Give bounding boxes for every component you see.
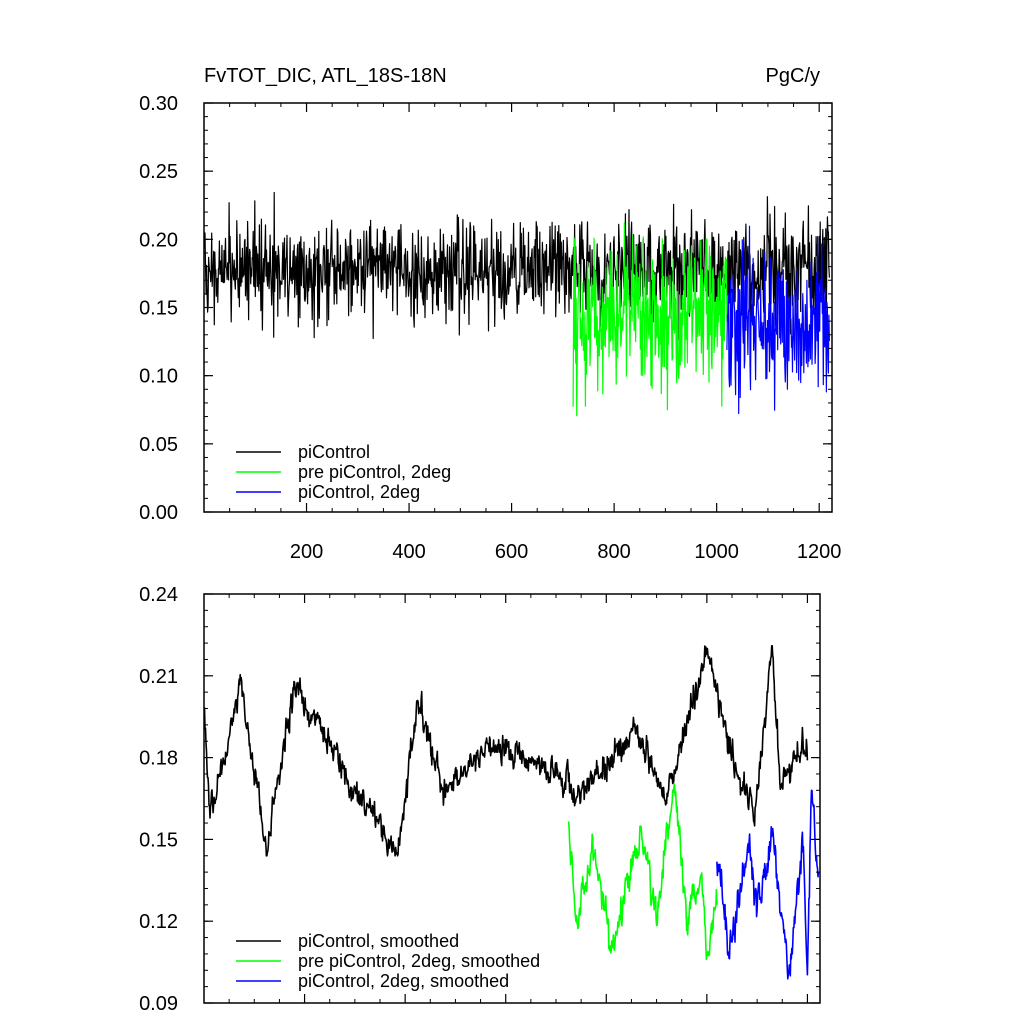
top-panel: 0.00 0.05 0.10 0.15 0.20 0.25 0.30 200 400 600 800… (139, 93, 841, 563)
y-tick-label: 0.10 (139, 366, 178, 388)
x-tick-label: 800 (597, 541, 630, 563)
legend-label-pre-picontrol-2deg: pre piControl, 2deg (298, 462, 451, 482)
series-line-picontrol-2deg-smoothed (716, 789, 820, 980)
legend-label-picontrol-2deg: piControl, 2deg (298, 482, 420, 502)
y-tick-label: 0.12 (139, 911, 178, 933)
bottom-plot-frame (203, 593, 821, 1004)
y-tick-label: 0.24 (139, 584, 178, 606)
units-label: PgC/y (766, 65, 820, 87)
bottom-series-layer (203, 645, 820, 980)
x-tick-label: 1200 (797, 541, 842, 563)
legend-label-pre-picontrol-2deg-smoothed: pre piControl, 2deg, smoothed (298, 951, 540, 971)
top-series-layer (203, 191, 830, 417)
y-tick-label: 0.21 (139, 666, 178, 688)
x-tick-label: 600 (495, 541, 528, 563)
y-tick-label: 0.05 (139, 434, 178, 456)
legend-label-picontrol: piControl (298, 442, 370, 462)
y-tick-label: 0.15 (139, 298, 178, 320)
legend-label-picontrol-2deg-smoothed: piControl, 2deg, smoothed (298, 971, 509, 991)
y-tick-label: 0.00 (139, 502, 178, 524)
bottom-panel: 0.09 0.12 0.15 0.18 0.21 0.24 piControl, smoo… (139, 584, 821, 1015)
y-tick-label: 0.09 (139, 993, 178, 1015)
chart-title: FvTOT_DIC, ATL_18S-18N (204, 65, 447, 87)
series-line-picontrol-2deg (726, 225, 830, 415)
series-line-picontrol-smoothed (203, 645, 809, 857)
series-line-pre-picontrol-2deg (572, 222, 728, 417)
x-tick-label: 200 (290, 541, 323, 563)
y-tick-label: 0.25 (139, 161, 178, 183)
y-tick-label: 0.30 (139, 93, 178, 115)
y-tick-label: 0.18 (139, 748, 178, 770)
x-tick-label: 400 (392, 541, 425, 563)
x-tick-label: 1000 (694, 541, 739, 563)
y-tick-label: 0.20 (139, 229, 178, 251)
legend-label-picontrol-smoothed: piControl, smoothed (298, 931, 459, 951)
top-plot-frame (203, 102, 833, 513)
y-tick-label: 0.15 (139, 829, 178, 851)
bottom-legend: piControl, smoothed pre piControl, 2deg,… (236, 931, 540, 991)
top-legend: piControl pre piControl, 2deg piControl,… (236, 442, 451, 502)
series-line-pre-picontrol-2deg-smoothed (567, 783, 718, 961)
